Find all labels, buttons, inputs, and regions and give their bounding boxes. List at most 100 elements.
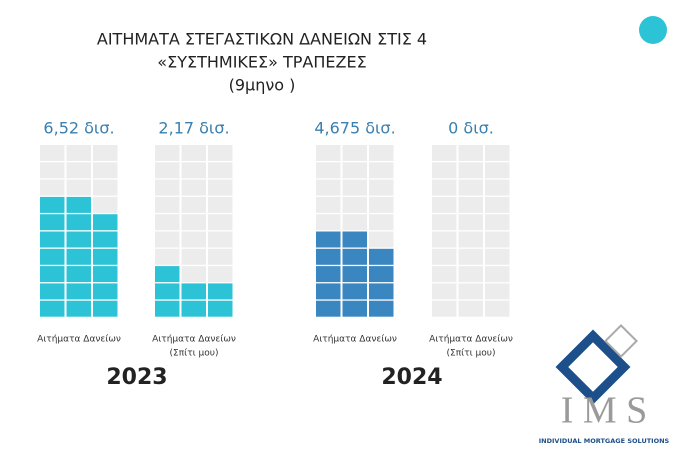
empty-cell [432, 283, 457, 300]
category-label: Αιτήματα Δανείων [313, 335, 397, 345]
filled-cell [93, 231, 118, 248]
value-label: 4,675 δισ. [314, 119, 395, 138]
empty-cell [208, 196, 233, 213]
empty-cell [369, 214, 394, 231]
empty-cell [369, 162, 394, 179]
filled-cell [369, 266, 394, 283]
empty-cell [485, 162, 510, 179]
value-label: 0 δισ. [448, 119, 494, 138]
empty-cell [342, 145, 367, 161]
empty-cell [155, 145, 180, 161]
filled-cell [181, 300, 206, 317]
filled-cell [155, 283, 180, 300]
empty-cell [316, 196, 341, 213]
empty-cell [369, 196, 394, 213]
value-label: 2,17 δισ. [158, 119, 229, 138]
empty-cell [181, 196, 206, 213]
empty-cell [485, 231, 510, 248]
empty-cell [485, 214, 510, 231]
empty-cell [316, 145, 341, 161]
empty-cell [369, 145, 394, 161]
logo-text: I M S [561, 390, 648, 432]
filled-cell [208, 283, 233, 300]
title-line: (9μηνο ) [229, 76, 296, 95]
empty-cell [432, 145, 457, 161]
empty-cell [342, 214, 367, 231]
empty-cell [181, 179, 206, 196]
filled-cell [342, 266, 367, 283]
empty-cell [155, 214, 180, 231]
filled-cell [66, 231, 91, 248]
empty-cell [432, 214, 457, 231]
empty-cell [316, 179, 341, 196]
empty-cell [155, 196, 180, 213]
empty-cell [458, 283, 483, 300]
empty-cell [485, 196, 510, 213]
filled-cell [40, 214, 65, 231]
filled-cell [181, 283, 206, 300]
logo-tagline: INDIVIDUAL MORTGAGE SOLUTIONS [539, 437, 670, 445]
filled-cell [66, 196, 91, 213]
empty-cell [432, 231, 457, 248]
empty-cell [66, 162, 91, 179]
empty-cell [155, 248, 180, 265]
filled-cell [93, 300, 118, 317]
filled-cell [40, 283, 65, 300]
filled-cell [342, 283, 367, 300]
empty-cell [458, 162, 483, 179]
empty-cell [181, 214, 206, 231]
empty-cell [485, 248, 510, 265]
filled-cell [40, 248, 65, 265]
empty-cell [458, 179, 483, 196]
empty-cell [485, 179, 510, 196]
empty-cell [181, 162, 206, 179]
empty-cell [208, 179, 233, 196]
filled-cell [316, 266, 341, 283]
empty-cell [93, 145, 118, 161]
filled-cell [40, 266, 65, 283]
filled-cell [316, 283, 341, 300]
empty-cell [208, 214, 233, 231]
empty-cell [485, 266, 510, 283]
empty-cell [208, 266, 233, 283]
filled-cell [208, 300, 233, 317]
filled-cell [40, 231, 65, 248]
logo-diamond-small [604, 324, 638, 358]
empty-cell [342, 162, 367, 179]
filled-cell [155, 266, 180, 283]
filled-cell [155, 300, 180, 317]
filled-cell [316, 231, 341, 248]
empty-cell [369, 179, 394, 196]
filled-cell [40, 300, 65, 317]
empty-cell [432, 162, 457, 179]
title-line: «ΣΥΣΤΗΜΙΚΕΣ» ΤΡΑΠΕΖΕΣ [157, 53, 366, 72]
empty-cell [485, 300, 510, 317]
empty-cell [316, 162, 341, 179]
empty-cell [208, 145, 233, 161]
empty-cell [155, 179, 180, 196]
filled-cell [93, 266, 118, 283]
filled-cell [66, 214, 91, 231]
filled-cell [342, 248, 367, 265]
year-label: 2023 [106, 365, 167, 390]
empty-cell [208, 248, 233, 265]
filled-cell [66, 266, 91, 283]
filled-cell [369, 300, 394, 317]
empty-cell [155, 231, 180, 248]
empty-cell [93, 179, 118, 196]
empty-cell [432, 179, 457, 196]
value-label: 6,52 δισ. [43, 119, 114, 138]
empty-cell [458, 196, 483, 213]
empty-cell [40, 179, 65, 196]
empty-cell [432, 248, 457, 265]
empty-cell [40, 162, 65, 179]
empty-cell [458, 300, 483, 317]
category-label: Αιτήματα Δανείων [152, 335, 236, 345]
empty-cell [316, 214, 341, 231]
empty-cell [93, 162, 118, 179]
empty-cell [181, 248, 206, 265]
empty-cell [40, 145, 65, 161]
empty-cell [342, 179, 367, 196]
filled-cell [342, 231, 367, 248]
